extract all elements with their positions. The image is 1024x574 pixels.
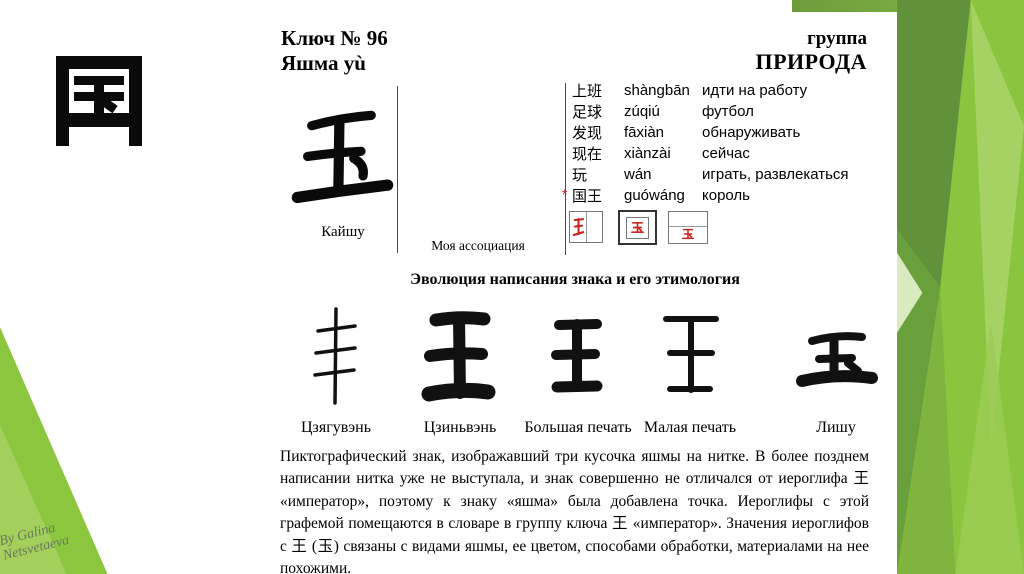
etymology-paragraph: Пиктографический знак, изображавший три …: [280, 448, 869, 574]
vocab-hanzi: 国王: [572, 189, 603, 205]
evolution-glyph-jiaguwen: [298, 306, 374, 408]
vocab-translation: король: [702, 187, 750, 204]
jade-glyph: [681, 229, 695, 240]
evolution-label-lishu: Лишу: [816, 419, 856, 436]
vocab-pinyin: shàngbān: [624, 82, 690, 99]
vocab-pinyin: wán: [624, 166, 652, 183]
vocab-row: 玩 wán играть, развлекаться: [560, 164, 872, 185]
key-header: Ключ № 96 Яшма yù: [281, 26, 388, 76]
evolution-title: Эволюция написания знака и его этимологи…: [410, 271, 740, 288]
vocab-hanzi: 现在: [572, 147, 603, 163]
vocab-pinyin: zúqiú: [624, 103, 660, 120]
group-header: группа ПРИРОДА: [690, 28, 867, 74]
group-name: ПРИРОДА: [755, 49, 867, 74]
kaishu-label: Кайшу: [321, 224, 365, 240]
vocab-translation: играть, развлекаться: [702, 166, 849, 183]
radical-position-box-enclosed: [618, 210, 657, 245]
inner-box: [626, 216, 649, 239]
group-word: группа: [807, 28, 867, 49]
right-green-band: [897, 0, 1024, 574]
jade-radical-glyph: [572, 217, 584, 236]
radical-position-box-left: [569, 211, 603, 243]
vocab-pinyin: guówáng: [624, 187, 685, 204]
key-name: Яшма yù: [281, 51, 366, 75]
author-signature: By Galina Netsvetaeva: [0, 510, 102, 564]
association-label: Моя ассоциация: [431, 238, 525, 253]
vocab-row: * 国王 guówáng король: [560, 185, 872, 206]
vocab-pinyin: fāxiàn: [624, 124, 665, 141]
vocab-hanzi: 足球: [572, 105, 603, 121]
vocabulary-list: 上班 shàngbān идти на работу 足球 zúqiú футб…: [560, 80, 872, 206]
vocab-translation: обнаруживать: [702, 124, 801, 141]
evolution-glyph-lishu: [791, 306, 881, 408]
evolution-glyph-small-seal: [652, 306, 728, 408]
main-character-yu-kaishu: [290, 100, 395, 218]
vocab-row: 足球 zúqiú футбол: [560, 101, 872, 122]
evolution-glyph-jinwen: [415, 306, 505, 408]
vocab-row: 现在 xiànzài сейчас: [560, 143, 872, 164]
evolution-label-small-seal: Малая печать: [643, 419, 737, 436]
vocab-row: 上班 shàngbān идти на работу: [560, 80, 872, 101]
radical-position-box-bottom: [668, 211, 708, 244]
logo-guo-character: [56, 56, 142, 146]
key-number: Ключ № 96: [281, 26, 388, 50]
evolution-label-jinwen: Цзиньвэнь: [423, 419, 497, 436]
jade-glyph: [631, 221, 644, 234]
evolution-label-big-seal: Большая печать: [524, 419, 632, 436]
divider-line: [397, 86, 398, 253]
evolution-label-jiaguwen: Цзягувэнь: [300, 419, 372, 436]
vocab-hanzi: 玩: [572, 168, 588, 184]
vocab-translation: идти на работу: [702, 82, 808, 99]
evolution-glyph-big-seal: [540, 306, 616, 408]
vocab-row: 发现 fāxiàn обнаруживать: [560, 122, 872, 143]
vocab-hanzi: 上班: [572, 84, 603, 100]
vocab-translation: футбол: [702, 103, 754, 120]
vocab-hanzi: 发现: [572, 126, 603, 142]
star-marker: *: [562, 186, 568, 202]
vocab-pinyin: xiànzài: [624, 145, 671, 162]
vocab-translation: сейчас: [702, 145, 750, 162]
divider-line: [565, 83, 566, 255]
